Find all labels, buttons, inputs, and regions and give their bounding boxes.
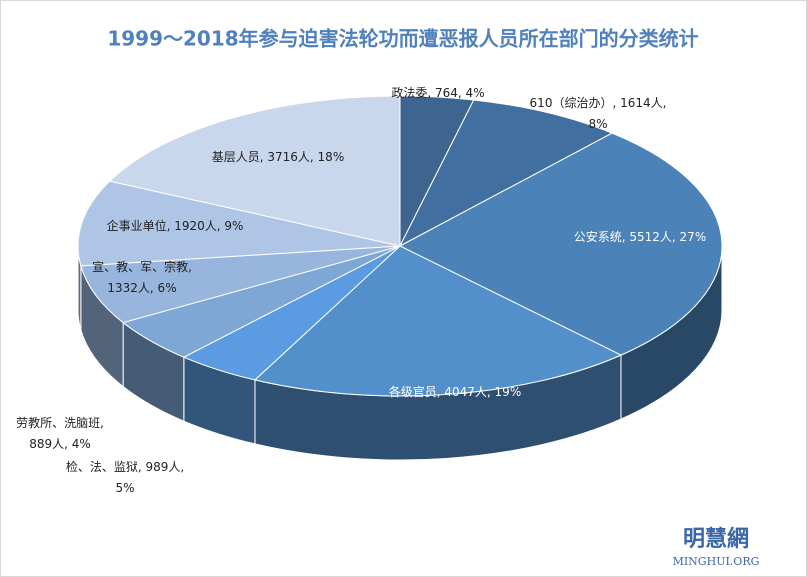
slice — [77, 180, 401, 267]
data-label-line: 889人, 4% — [29, 437, 91, 451]
data-label: 610（综治办）, 1614人, 8% — [530, 95, 667, 131]
data-label: 劳教所、洗脑班, 889人, 4% — [16, 415, 104, 451]
slice — [398, 99, 614, 248]
data-label-line: 5% — [115, 481, 134, 495]
slice — [108, 95, 401, 247]
data-label-line: 检、法、监狱, 989人, — [66, 459, 184, 474]
data-label: 各级官员, 4047人, 19% — [389, 384, 521, 399]
data-label-line: 企事业单位, 1920人, 9% — [107, 218, 244, 233]
data-label: 企事业单位, 1920人, 9% — [107, 218, 244, 233]
slice — [253, 245, 623, 397]
data-label-line: 基层人员, 3716人, 18% — [212, 150, 344, 164]
data-label-line: 各级官员, 4047人, 19% — [389, 384, 521, 399]
data-label-line: 公安系统, 5512人, 27% — [574, 229, 706, 244]
data-label-line: 政法委, 764, 4% — [391, 86, 484, 100]
data-label: 基层人员, 3716人, 18% — [212, 150, 344, 164]
data-label-line: 劳教所、洗脑班, — [16, 415, 104, 430]
slice — [80, 245, 401, 324]
data-label: 公安系统, 5512人, 27% — [574, 229, 706, 244]
watermark-name: 明慧網 — [683, 526, 749, 552]
slice — [398, 132, 723, 356]
data-label: 宣、教、军、宗教, 1332人, 6% — [92, 259, 192, 295]
data-label-line: 宣、教、军、宗教, — [92, 259, 192, 274]
data-label-line: 8% — [588, 117, 607, 131]
data-label-line: 1332人, 6% — [107, 281, 176, 295]
chart-title: 1999～2018年参与迫害法轮功而遭恶报人员所在部门的分类统计 — [107, 27, 698, 51]
data-label: 政法委, 764, 4% — [391, 86, 484, 100]
data-label: 检、法、监狱, 989人, 5% — [66, 459, 184, 495]
watermark-site: MINGHUI.ORG — [673, 555, 760, 568]
data-label-line: 610（综治办）, 1614人, — [530, 95, 667, 110]
